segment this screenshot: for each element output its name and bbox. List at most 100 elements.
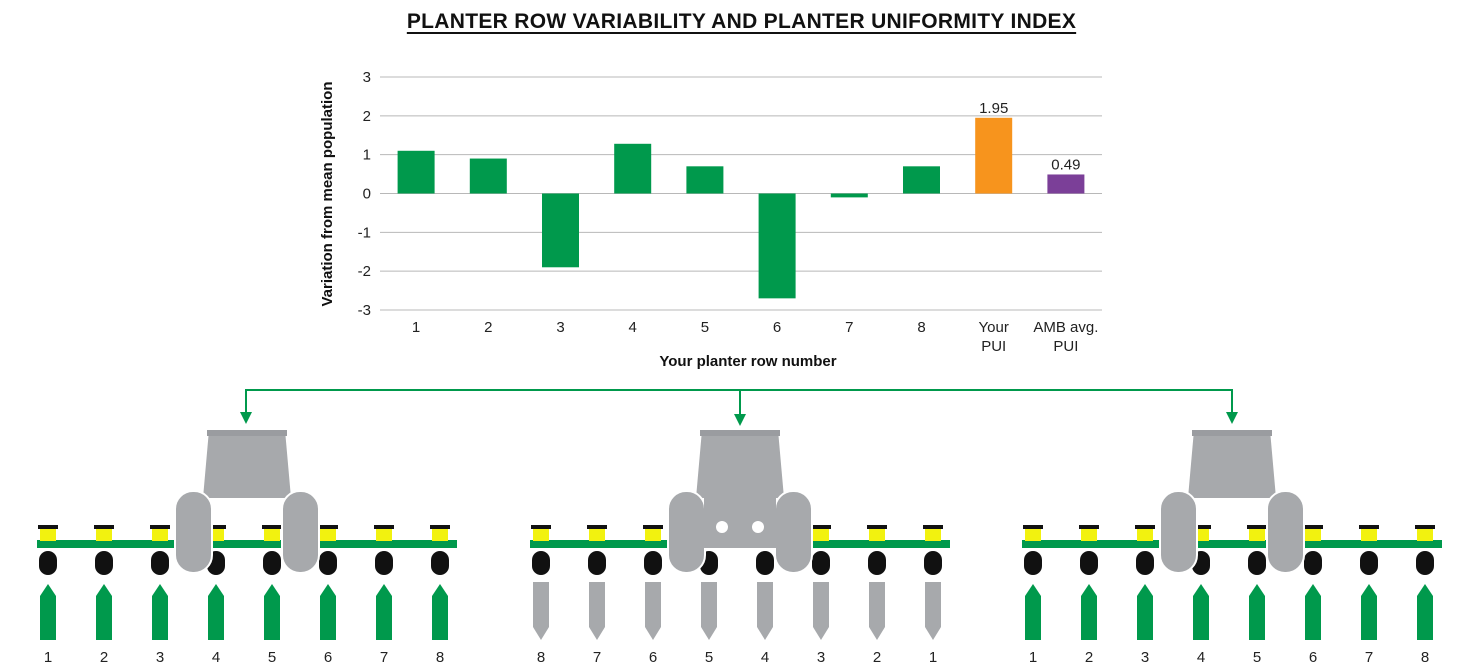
row-arrow-up-icon bbox=[432, 584, 448, 640]
row-arrow-up-icon bbox=[1417, 584, 1433, 640]
row-number-label: 8 bbox=[1421, 649, 1429, 666]
data-label: 0.49 bbox=[1051, 156, 1080, 173]
bar bbox=[397, 150, 435, 194]
planter-diagrams: 1 2 3 4 5 6 7 8 8 7 6 5 4 3 2 1 1 2 3 4 5 6 7 8 bbox=[37, 430, 1442, 666]
x-axis-label: Your planter row number bbox=[659, 353, 836, 370]
row-unit-hopper-icon bbox=[1081, 529, 1097, 541]
row-unit-hopper-icon bbox=[869, 529, 885, 541]
tractor-body-icon bbox=[696, 430, 784, 498]
row-unit-cap bbox=[1415, 525, 1435, 529]
seed-tube-icon bbox=[319, 551, 337, 575]
row-arrow-up-icon bbox=[1137, 584, 1153, 640]
arrowhead-left-icon bbox=[240, 412, 252, 424]
row-unit-cap bbox=[150, 525, 170, 529]
row-unit-cap bbox=[374, 525, 394, 529]
row-unit-hopper-icon bbox=[589, 529, 605, 541]
right-tire-icon bbox=[281, 490, 320, 574]
row-unit-cap bbox=[94, 525, 114, 529]
row-arrow-down-icon bbox=[757, 582, 773, 640]
data-label: 1.95 bbox=[979, 100, 1008, 117]
row-number-label: 7 bbox=[1365, 649, 1373, 666]
row-arrow-up-icon bbox=[376, 584, 392, 640]
bars: 1.95 0.49 bbox=[397, 100, 1085, 299]
x-tick-label: 7 bbox=[845, 319, 853, 336]
bar bbox=[469, 158, 507, 194]
row-unit-cap bbox=[1079, 525, 1099, 529]
row-number-label: 1 bbox=[1029, 649, 1037, 666]
hitch-hole-icon bbox=[752, 521, 764, 533]
seed-tube-icon bbox=[1136, 551, 1154, 575]
bar bbox=[975, 117, 1013, 194]
arrowhead-center-icon bbox=[734, 414, 746, 426]
row-unit-cap bbox=[1247, 525, 1267, 529]
seed-tube-icon bbox=[812, 551, 830, 575]
tractor-top bbox=[207, 430, 287, 436]
planter-right: 1 2 3 4 5 6 7 8 bbox=[1022, 430, 1442, 666]
bar bbox=[614, 143, 652, 194]
planter-left: 1 2 3 4 5 6 7 8 bbox=[37, 430, 457, 666]
row-number-label: 7 bbox=[593, 649, 601, 666]
y-tick-label: -2 bbox=[358, 263, 371, 280]
right-tire-icon bbox=[774, 490, 813, 574]
toolbar bbox=[1022, 540, 1442, 548]
seed-tube-icon bbox=[95, 551, 113, 575]
x-tick-labels: 1 2 3 4 5 6 7 8 Your PUI AMB avg. PUI bbox=[412, 319, 1098, 355]
row-number-label: 1 bbox=[929, 649, 937, 666]
row-arrow-down-icon bbox=[813, 582, 829, 640]
row-unit-cap bbox=[1303, 525, 1323, 529]
row-unit-cap bbox=[923, 525, 943, 529]
row-arrow-up-icon bbox=[1025, 584, 1041, 640]
row-arrow-up-icon bbox=[96, 584, 112, 640]
row-arrow-down-icon bbox=[869, 582, 885, 640]
bar bbox=[903, 166, 940, 194]
row-number-label: 6 bbox=[1309, 649, 1317, 666]
seed-tube-icon bbox=[1416, 551, 1434, 575]
row-unit-cap bbox=[38, 525, 58, 529]
row-unit-hopper-icon bbox=[925, 529, 941, 541]
y-tick-labels: 3 2 1 0 -1 -2 -3 bbox=[358, 69, 371, 319]
y-tick-label: -3 bbox=[358, 302, 371, 319]
row-unit-cap bbox=[587, 525, 607, 529]
connector-arrows bbox=[240, 389, 1238, 426]
y-tick-label: 1 bbox=[363, 147, 371, 164]
y-tick-label: 0 bbox=[363, 186, 371, 203]
row-number-label: 2 bbox=[1085, 649, 1093, 666]
row-number-label: 6 bbox=[649, 649, 657, 666]
row-unit-cap bbox=[867, 525, 887, 529]
row-arrow-down-icon bbox=[645, 582, 661, 640]
row-number-label: 3 bbox=[817, 649, 825, 666]
toolbar bbox=[37, 540, 457, 548]
x-tick-label: 5 bbox=[701, 319, 709, 336]
x-tick-label: 1 bbox=[412, 319, 420, 336]
left-tire-icon bbox=[1159, 490, 1198, 574]
row-number-label: 8 bbox=[436, 649, 444, 666]
row-unit-hopper-icon bbox=[1137, 529, 1153, 541]
row-unit-hopper-icon bbox=[320, 529, 336, 541]
y-axis-label: Variation from mean population bbox=[319, 81, 336, 306]
tractor-body-icon bbox=[1188, 430, 1276, 498]
seed-tube-icon bbox=[532, 551, 550, 575]
y-tick-label: -1 bbox=[358, 224, 371, 241]
row-unit-cap bbox=[811, 525, 831, 529]
y-tick-label: 2 bbox=[363, 108, 371, 125]
row-number-label: 5 bbox=[705, 649, 713, 666]
x-tick-label: 6 bbox=[773, 319, 781, 336]
row-arrow-up-icon bbox=[264, 584, 280, 640]
seed-tube-icon bbox=[756, 551, 774, 575]
row-number-label: 4 bbox=[1197, 649, 1205, 666]
seed-tube-icon bbox=[924, 551, 942, 575]
seed-tube-icon bbox=[1080, 551, 1098, 575]
arrowhead-right-icon bbox=[1226, 412, 1238, 424]
tractor-top bbox=[700, 430, 780, 436]
x-tick-label: PUI bbox=[981, 338, 1006, 355]
row-unit-hopper-icon bbox=[152, 529, 168, 541]
seed-tube-icon bbox=[1248, 551, 1266, 575]
row-unit-cap bbox=[643, 525, 663, 529]
row-unit-hopper-icon bbox=[645, 529, 661, 541]
row-unit-hopper-icon bbox=[813, 529, 829, 541]
row-unit-cap bbox=[262, 525, 282, 529]
row-unit-hopper-icon bbox=[1417, 529, 1433, 541]
row-unit-hopper-icon bbox=[1249, 529, 1265, 541]
tractor-rear bbox=[704, 498, 776, 548]
bar bbox=[686, 166, 724, 194]
